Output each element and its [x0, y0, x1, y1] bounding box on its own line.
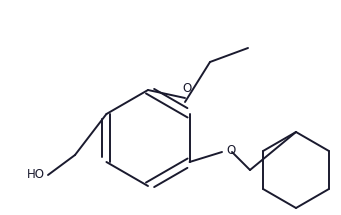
Text: O: O	[226, 144, 235, 158]
Text: O: O	[182, 82, 192, 95]
Text: HO: HO	[27, 169, 45, 181]
